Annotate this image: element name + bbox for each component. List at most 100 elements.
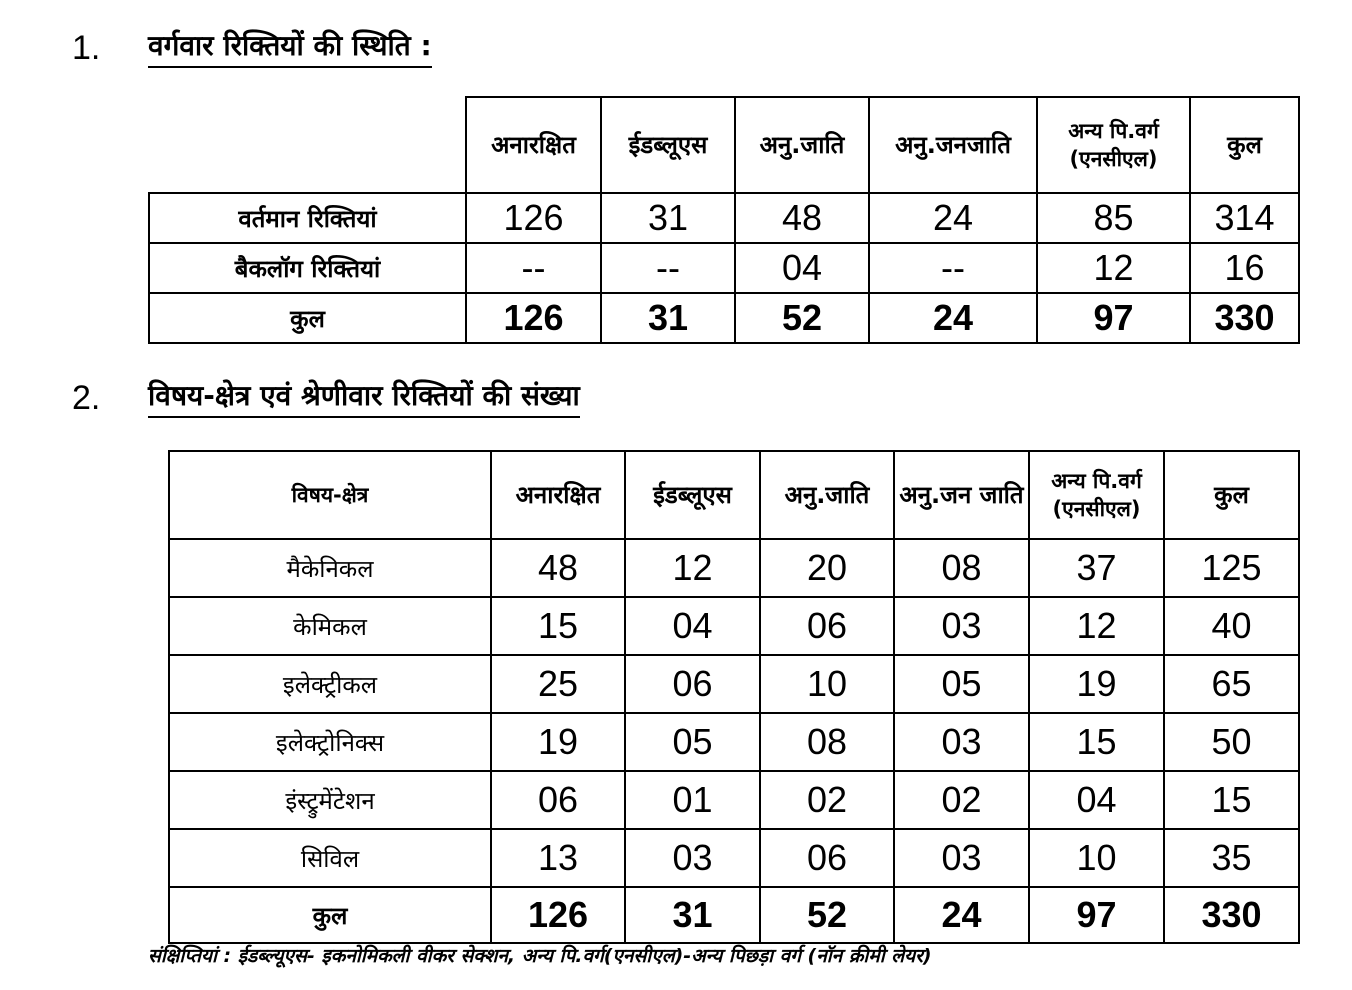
cell-value: 126 (465, 192, 602, 244)
col-header-total: कुल (1163, 450, 1300, 540)
cell-value: 12 (1028, 596, 1165, 656)
table-row: बैकलॉग रिक्तियां -- -- 04 -- 12 16 (148, 242, 1300, 294)
cell-value: 40 (1163, 596, 1300, 656)
cell-value: 48 (490, 538, 626, 598)
table-header-row: अनारक्षित ईडब्लूएस अनु.जाति अनु.जनजाति अ… (149, 96, 1300, 194)
section-2-number: 2. (72, 379, 101, 417)
col-header-sc: अनु.जाति (734, 96, 870, 194)
total-value: 97 (1036, 292, 1191, 344)
cell-value: 03 (893, 828, 1030, 888)
total-value: 31 (624, 886, 761, 944)
row-label: मैकेनिकल (168, 538, 492, 598)
cell-value: 48 (734, 192, 870, 244)
section-1-title: वर्गवार रिक्तियों की स्थिति : (148, 28, 432, 68)
row-label: केमिकल (168, 596, 492, 656)
cell-value: 03 (893, 712, 1030, 772)
cell-value: 37 (1028, 538, 1165, 598)
cell-value: 24 (868, 192, 1038, 244)
total-label: कुल (148, 292, 467, 344)
col-header-st: अनु.जनजाति (868, 96, 1038, 194)
cell-value: 06 (490, 770, 626, 830)
section-2-title: विषय-क्षेत्र एवं श्रेणीवार रिक्तियों की … (148, 378, 580, 418)
table-row: केमिकल 15 04 06 03 12 40 (168, 596, 1300, 656)
cell-value: 01 (624, 770, 761, 830)
cell-value: 04 (734, 242, 870, 294)
cell-value: 85 (1036, 192, 1191, 244)
cell-value: 06 (624, 654, 761, 714)
cell-value: 314 (1189, 192, 1300, 244)
total-row: कुल 126 31 52 24 97 330 (148, 292, 1300, 344)
col-header-total: कुल (1189, 96, 1300, 194)
cell-value: 15 (1163, 770, 1300, 830)
cell-value: 16 (1189, 242, 1300, 294)
col-header-sc: अनु.जाति (759, 450, 895, 540)
cell-value: 10 (1028, 828, 1165, 888)
cell-value: 25 (490, 654, 626, 714)
col-header-unreserved: अनारक्षित (465, 96, 602, 194)
total-value: 52 (759, 886, 895, 944)
cell-value: 02 (893, 770, 1030, 830)
total-value: 330 (1189, 292, 1300, 344)
table-row: सिविल 13 03 06 03 10 35 (168, 828, 1300, 888)
category-vacancy-table: अनारक्षित ईडब्लूएस अनु.जाति अनु.जनजाति अ… (148, 96, 1300, 344)
cell-value: 02 (759, 770, 895, 830)
table-row: इलेक्ट्रीकल 25 06 10 05 19 65 (168, 654, 1300, 714)
cell-value: 08 (893, 538, 1030, 598)
cell-value: -- (465, 242, 602, 294)
cell-value: 04 (1028, 770, 1165, 830)
cell-value: 08 (759, 712, 895, 772)
table-row: वर्तमान रिक्तियां 126 31 48 24 85 314 (148, 192, 1300, 244)
cell-value: 06 (759, 828, 895, 888)
col-header-unreserved: अनारक्षित (490, 450, 626, 540)
empty-corner-cell (149, 97, 466, 193)
total-value: 24 (893, 886, 1030, 944)
cell-value: 12 (624, 538, 761, 598)
total-row: कुल 126 31 52 24 97 330 (168, 886, 1300, 944)
cell-value: 125 (1163, 538, 1300, 598)
total-value: 24 (868, 292, 1038, 344)
subject-vacancy-table: विषय-क्षेत्र अनारक्षित ईडब्लूएस अनु.जाति… (168, 450, 1300, 944)
cell-value: 31 (600, 192, 736, 244)
cell-value: 50 (1163, 712, 1300, 772)
row-label: इंस्ट्रुमेंटेशन (168, 770, 492, 830)
cell-value: 05 (893, 654, 1030, 714)
cell-value: 19 (1028, 654, 1165, 714)
cell-value: 04 (624, 596, 761, 656)
cell-value: 15 (1028, 712, 1165, 772)
col-header-obc: अन्य पि.वर्ग (एनसीएल) (1028, 450, 1165, 540)
cell-value: 03 (893, 596, 1030, 656)
total-label: कुल (168, 886, 492, 944)
cell-value: 10 (759, 654, 895, 714)
col-header-st: अनु.जन जाति (893, 450, 1030, 540)
col-header-ews: ईडब्लूएस (624, 450, 761, 540)
table-row: इलेक्ट्रोनिक्स 19 05 08 03 15 50 (168, 712, 1300, 772)
row-label: इलेक्ट्रोनिक्स (168, 712, 492, 772)
cell-value: 05 (624, 712, 761, 772)
cell-value: 20 (759, 538, 895, 598)
col-header-obc: अन्य पि.वर्ग (एनसीएल) (1036, 96, 1191, 194)
section-1-number: 1. (72, 29, 101, 67)
total-value: 31 (600, 292, 736, 344)
cell-value: 12 (1036, 242, 1191, 294)
table-row: इंस्ट्रुमेंटेशन 06 01 02 02 04 15 (168, 770, 1300, 830)
cell-value: 15 (490, 596, 626, 656)
abbreviations-footnote: संक्षिप्तियां : ईडब्ल्यूएस- इकनोमिकली वी… (148, 945, 932, 967)
table-header-row: विषय-क्षेत्र अनारक्षित ईडब्लूएस अनु.जाति… (168, 450, 1300, 540)
cell-value: 03 (624, 828, 761, 888)
cell-value: -- (868, 242, 1038, 294)
cell-value: -- (600, 242, 736, 294)
total-value: 52 (734, 292, 870, 344)
row-label: सिविल (168, 828, 492, 888)
cell-value: 35 (1163, 828, 1300, 888)
row-label: बैकलॉग रिक्तियां (148, 242, 467, 294)
table-row: मैकेनिकल 48 12 20 08 37 125 (168, 538, 1300, 598)
total-value: 126 (490, 886, 626, 944)
cell-value: 13 (490, 828, 626, 888)
total-value: 126 (465, 292, 602, 344)
total-value: 97 (1028, 886, 1165, 944)
row-label: वर्तमान रिक्तियां (148, 192, 467, 244)
cell-value: 06 (759, 596, 895, 656)
col-header-ews: ईडब्लूएस (600, 96, 736, 194)
row-label: इलेक्ट्रीकल (168, 654, 492, 714)
total-value: 330 (1163, 886, 1300, 944)
